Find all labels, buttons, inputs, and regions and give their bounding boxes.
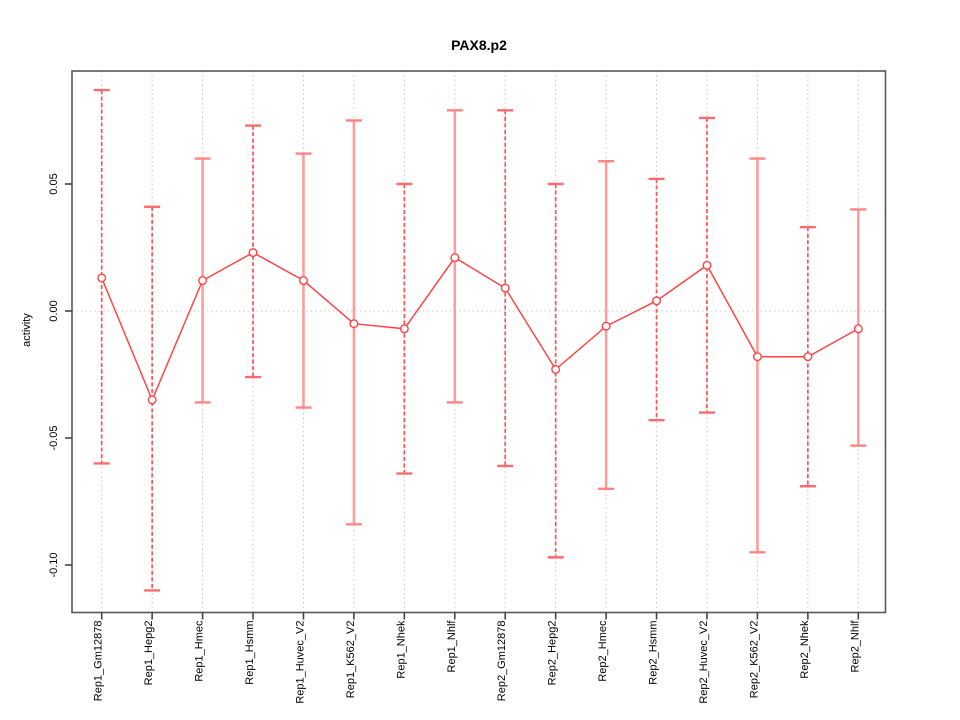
data-point xyxy=(803,352,813,362)
x-tick-label: Rep2_Nhlf xyxy=(849,620,861,673)
x-tick-label: Rep2_Hsmm xyxy=(648,621,660,685)
data-point xyxy=(500,283,510,293)
data-point xyxy=(702,260,712,270)
x-tick-label: Rep1_Nhek xyxy=(395,620,407,679)
data-point xyxy=(450,253,460,263)
data-line xyxy=(101,251,859,402)
data-point xyxy=(551,364,561,374)
x-tick-label: Rep2_Hepg2 xyxy=(547,621,559,686)
x-tick-label: Rep1_K562_V2 xyxy=(345,621,357,699)
data-point xyxy=(147,395,157,405)
chart-title: PAX8.p2 xyxy=(451,37,507,53)
y-tick-label: 0.00 xyxy=(48,300,60,321)
y-tick-label: 0.05 xyxy=(48,173,60,194)
x-tick-label: Rep1_Huvec_V2 xyxy=(294,621,306,704)
data-point xyxy=(198,276,208,286)
chart-frame xyxy=(71,70,887,614)
x-tick-label: Rep1_Hepg2 xyxy=(143,621,155,686)
data-point xyxy=(97,273,107,283)
data-point xyxy=(601,321,611,331)
data-point xyxy=(853,324,863,334)
x-tick-label: Rep1_Hmec xyxy=(194,620,206,682)
x-tick-label: Rep1_Nhlf xyxy=(446,620,458,673)
data-point xyxy=(399,324,409,334)
x-tick-label: Rep1_Gm12878 xyxy=(93,621,105,702)
x-tick-label: Rep2_Gm12878 xyxy=(496,621,508,702)
data-point xyxy=(652,296,662,306)
y-tick-label: -0.10 xyxy=(48,552,60,577)
x-tick-label: Rep2_Huvec_V2 xyxy=(698,621,710,704)
data-point xyxy=(298,276,308,286)
x-tick-label: Rep2_Nhek xyxy=(799,620,811,679)
y-tick-label: -0.05 xyxy=(48,425,60,450)
x-tick-label: Rep1_Hsmm xyxy=(244,621,256,685)
data-point xyxy=(349,319,359,329)
x-tick-label: Rep2_Hmec xyxy=(597,620,609,682)
data-point xyxy=(752,352,762,362)
data-point xyxy=(248,248,258,258)
x-tick-label: Rep2_K562_V2 xyxy=(748,621,760,699)
